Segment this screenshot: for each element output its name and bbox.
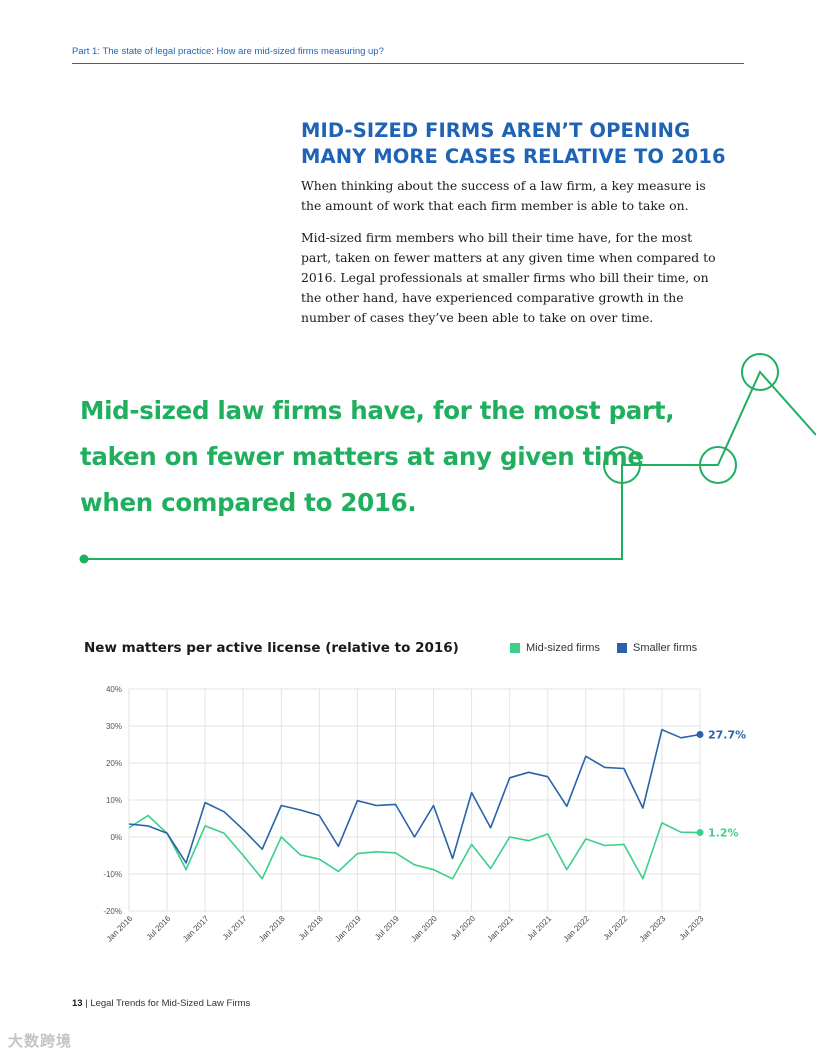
x-tick-label: Jan 2023: [638, 914, 668, 944]
pull-quote-line1: Mid-sized law firms have, for the most p…: [80, 396, 675, 425]
y-tick-label: 10%: [106, 796, 122, 805]
x-tick-label: Jan 2016: [105, 914, 135, 944]
section-heading-line2: MANY MORE CASES RELATIVE TO 2016: [301, 145, 726, 168]
section-heading: MID-SIZED FIRMS AREN’T OPENING MANY MORE…: [301, 118, 741, 170]
series-line-smaller: [128, 728, 701, 864]
legend-swatch-smaller: [617, 643, 627, 653]
x-tick-label: Jul 2020: [449, 914, 477, 942]
y-tick-label: 40%: [106, 685, 122, 694]
circuit-ring-mid: [699, 446, 737, 484]
end-point-smaller: [696, 731, 704, 739]
x-tick-label: Jul 2018: [297, 914, 325, 942]
chart-title: New matters per active license (relative…: [84, 640, 459, 656]
x-tick-label: Jan 2017: [181, 914, 211, 944]
y-tick-label: 30%: [106, 722, 122, 731]
legend-mid-sized: Mid-sized firms: [510, 642, 600, 654]
section-heading-line1: MID-SIZED FIRMS AREN’T OPENING: [301, 119, 691, 142]
circuit-dot: [79, 554, 89, 564]
circuit-ring-top: [741, 353, 779, 391]
legend-smaller: Smaller firms: [617, 642, 697, 654]
footer-separator: |: [85, 998, 88, 1009]
x-tick-label: Jan 2022: [562, 914, 592, 944]
watermark: 大数跨境: [8, 1032, 73, 1050]
end-point-mid-sized: [696, 829, 704, 837]
intro-paragraph: When thinking about the success of a law…: [301, 178, 706, 213]
pull-quote-line2: taken on fewer matters at any given time: [80, 442, 644, 471]
end-label-mid-sized: 1.2%: [708, 827, 739, 840]
x-tick-label: Jan 2020: [409, 914, 439, 944]
y-tick-label: -10%: [103, 870, 122, 879]
x-tick-label: Jan 2021: [485, 914, 515, 944]
legend-label-mid-sized: Mid-sized firms: [526, 642, 600, 654]
detail-paragraph: Mid-sized firm members who bill their ti…: [301, 230, 716, 325]
series-line-mid-sized: [128, 814, 701, 880]
x-tick-label: Jul 2022: [602, 914, 630, 942]
line-chart: 40% 30% 20% 10% 0% -10% -20%Jan 2016 Jul 2016 Ja…: [103, 685, 746, 944]
publication-title: Legal Trends for Mid-Sized Law Firms: [90, 998, 251, 1009]
legend-swatch-mid-sized: [510, 643, 520, 653]
x-tick-label: Jul 2021: [525, 914, 553, 942]
x-tick-label: Jul 2016: [145, 914, 173, 942]
legend-label-smaller: Smaller firms: [633, 642, 698, 654]
x-tick-label: Jan 2019: [333, 914, 363, 944]
page-number: 13: [72, 998, 83, 1009]
y-tick-label: 20%: [106, 759, 122, 768]
y-tick-label: 0%: [110, 833, 122, 842]
page-footer: 13 | Legal Trends for Mid-Sized Law Firm…: [72, 998, 250, 1009]
running-header: Part 1: The state of legal practice: How…: [72, 46, 744, 64]
circuit-line-main: [84, 370, 816, 560]
end-label-smaller: 27.7%: [708, 729, 746, 742]
x-tick-label: Jul 2017: [221, 914, 249, 942]
x-tick-label: Jan 2018: [257, 914, 287, 944]
pull-quote-line3: when compared to 2016.: [80, 488, 417, 517]
circuit-ring-left: [603, 446, 641, 484]
x-tick-label: Jul 2023: [678, 914, 706, 942]
pull-quote: Mid-sized law firms have, for the most p…: [80, 388, 675, 526]
x-tick-label: Jul 2019: [373, 914, 401, 942]
y-tick-label: -20%: [103, 907, 122, 916]
decorative-circuit-lines: [79, 353, 816, 564]
